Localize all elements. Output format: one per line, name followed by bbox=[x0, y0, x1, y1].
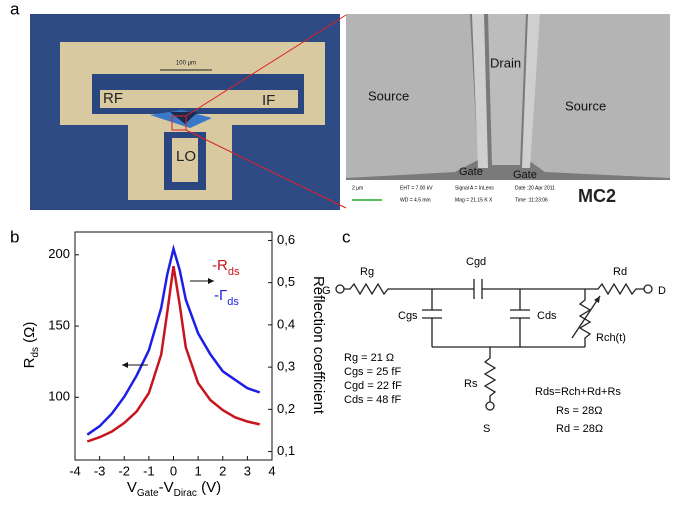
optical-image: 100 µm RF IF LO bbox=[30, 14, 340, 210]
sem-label: Gate bbox=[459, 166, 483, 178]
zoom-line bbox=[185, 14, 347, 117]
y-axis-label-part: R bbox=[21, 357, 38, 368]
x-tick-label: -2 bbox=[118, 463, 130, 478]
sem-label: Gate bbox=[513, 169, 537, 181]
component-label: Rd bbox=[613, 266, 627, 278]
x-tick-label: -3 bbox=[94, 463, 106, 478]
x-axis-label-part: Gate bbox=[137, 488, 159, 499]
value-label: Cgd = 22 fF bbox=[344, 380, 402, 392]
sem-info: Signal A = InLens bbox=[455, 185, 494, 191]
scale-bar-label: 100 µm bbox=[176, 61, 196, 67]
panel-label: a bbox=[10, 0, 20, 18]
legend-label: -Rds bbox=[212, 257, 240, 278]
x-tick-label: 2 bbox=[219, 463, 226, 478]
sem-info: 2 µm bbox=[352, 185, 363, 191]
y2-axis-label: Reflection coefficient bbox=[310, 276, 327, 415]
sem-info: EHT = 7.00 kV bbox=[400, 185, 433, 191]
series-line bbox=[86, 244, 261, 436]
y-axis-label-part: ds bbox=[30, 347, 41, 358]
component-label: Rg bbox=[360, 266, 374, 278]
y2-tick-label: 0,3 bbox=[277, 359, 295, 374]
equation: Rs = 28Ω bbox=[556, 405, 602, 417]
legend-sub: ds bbox=[228, 266, 240, 278]
zoom-line bbox=[185, 129, 347, 209]
chart: -4 -3 -2 -1 0 1 2 3 4 100 150 200 0,1 0,2 0,3 0,4 0,5 0,6… bbox=[21, 231, 327, 499]
legend-name: -R bbox=[212, 257, 228, 274]
sem-image: Source Drain Source Gate Gate 2 µm EHT =… bbox=[346, 14, 670, 210]
y2-tick-label: 0,2 bbox=[277, 401, 295, 416]
x-tick-label: -4 bbox=[69, 463, 81, 478]
sem-label: Source bbox=[368, 88, 409, 103]
x-axis-label-part: V bbox=[127, 479, 137, 496]
pad-label: RF bbox=[103, 90, 123, 107]
y2-tick-label: 0,6 bbox=[277, 232, 295, 247]
y-tick-label: 200 bbox=[48, 246, 70, 261]
logo: MC2 bbox=[578, 186, 616, 206]
series-line bbox=[86, 266, 260, 443]
x-axis-label-part: Dirac bbox=[174, 488, 197, 499]
value-label: Cds = 48 fF bbox=[344, 394, 401, 406]
y-tick-label: 150 bbox=[48, 317, 70, 332]
y-tick-label: 100 bbox=[48, 389, 70, 404]
legend-name: -Γ bbox=[214, 287, 227, 304]
sem-info: WD = 4.5 mm bbox=[400, 197, 431, 203]
circuit: G D S Rg Cgd Rd Cgs Cds Rch(t) Rs Rg = 2… bbox=[322, 256, 666, 435]
axis-arrows bbox=[122, 278, 214, 368]
node-label: D bbox=[658, 285, 666, 297]
node-label: S bbox=[483, 423, 490, 435]
legend-sub: ds bbox=[227, 296, 239, 308]
x-tick-label: -1 bbox=[143, 463, 155, 478]
x-tick-label: 3 bbox=[244, 463, 251, 478]
y-axis-label: Rds (Ω) bbox=[21, 322, 41, 369]
equation: Rds=Rch+Rd+Rs bbox=[535, 386, 621, 398]
sem-label: Drain bbox=[490, 55, 521, 70]
component-label: Rch(t) bbox=[596, 332, 626, 344]
x-axis-label: VGate-VDirac (V) bbox=[127, 479, 221, 499]
value-label: Cgs = 25 fF bbox=[344, 366, 401, 378]
y-axis-label-part: (Ω) bbox=[21, 322, 38, 347]
pad-label: IF bbox=[262, 92, 275, 109]
x-tick-label: 1 bbox=[195, 463, 202, 478]
node-label: G bbox=[322, 285, 331, 297]
pad-label: LO bbox=[176, 148, 196, 165]
x-axis-label-part: (V) bbox=[197, 479, 221, 496]
y2-tick-label: 0,1 bbox=[277, 443, 295, 458]
x-tick-label: 4 bbox=[268, 463, 275, 478]
sem-info: Date :20 Apr 2011 bbox=[515, 185, 555, 191]
equation: Rd = 28Ω bbox=[556, 423, 603, 435]
panel-label: c bbox=[342, 227, 351, 246]
sem-info: Time :11:23:06 bbox=[515, 197, 548, 203]
component-label: Cds bbox=[537, 310, 557, 322]
x-tick-label: 0 bbox=[170, 463, 177, 478]
y2-tick-label: 0,4 bbox=[277, 316, 295, 331]
y2-tick-label: 0,5 bbox=[277, 274, 295, 289]
sem-label: Source bbox=[565, 98, 606, 113]
component-label: Cgs bbox=[398, 310, 418, 322]
panel-label: b bbox=[10, 227, 19, 246]
component-label: Cgd bbox=[466, 256, 486, 268]
legend-label: -Γds bbox=[214, 287, 239, 308]
sem-info: Mag = 21.15 K X bbox=[455, 197, 493, 203]
component-label: Rs bbox=[464, 378, 478, 390]
value-label: Rg = 21 Ω bbox=[344, 352, 394, 364]
x-axis-label-part: -V bbox=[159, 479, 174, 496]
